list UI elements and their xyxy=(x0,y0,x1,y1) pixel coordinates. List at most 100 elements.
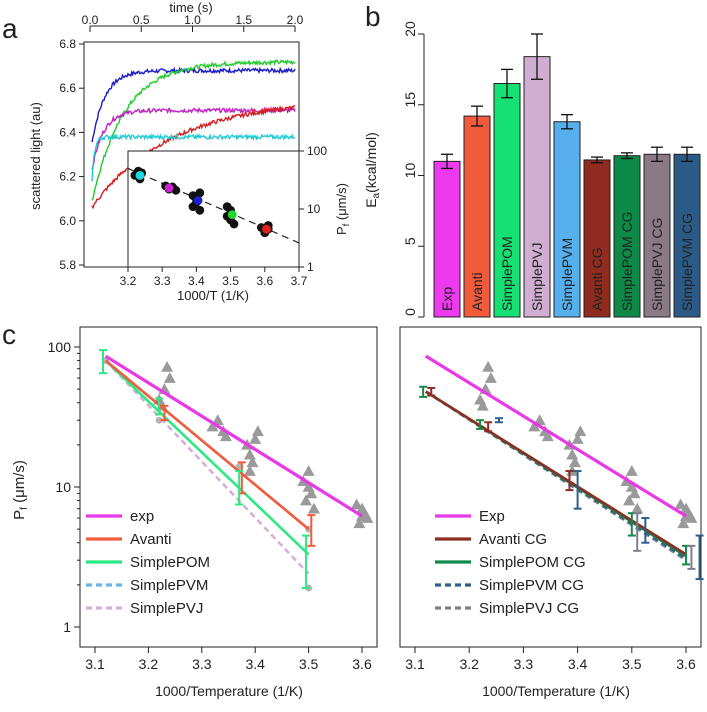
exp-triangle xyxy=(631,502,644,514)
time-tick-label: 1.0 xyxy=(184,13,201,27)
panel-c-left-x-label: 1000/Temperature (1/K) xyxy=(155,683,303,699)
ea-tick-label: 15 xyxy=(402,92,418,108)
sim-point xyxy=(155,416,163,424)
panel-c-right-x-label: 1000/Temperature (1/K) xyxy=(482,683,630,699)
bar-label: SimplePOM CG xyxy=(619,211,635,311)
inset-y-label: Pf (μm/s) xyxy=(334,183,351,235)
inset-x-tick-label: 3.4 xyxy=(188,274,205,288)
exp-triangle xyxy=(299,494,312,506)
bar-avanti-cg xyxy=(583,159,611,318)
ea-tick-label: 10 xyxy=(402,163,418,179)
x-tick-label: 3.2 xyxy=(139,656,159,672)
scattered-light-axis-label: scattered light (au) xyxy=(28,102,43,210)
inset-x-ticks: 3.2 3.3 3.4 3.5 3.6 3.7 xyxy=(120,267,308,288)
exp-triangle xyxy=(302,465,315,476)
trace-cyan xyxy=(91,132,296,182)
exp-triangle xyxy=(476,399,489,411)
panel-label-b: b xyxy=(365,1,381,32)
fit-line-avanti_cg xyxy=(425,390,687,556)
bar-label: SimplePVJ CG xyxy=(649,218,665,311)
time-tick-label: 0.5 xyxy=(133,13,150,27)
x-tick-label: 3.3 xyxy=(192,656,212,672)
legend-label: SimplePVM xyxy=(130,577,208,594)
exp-triangle xyxy=(353,517,366,529)
panel-c-right-legend: Exp Avanti CG SimplePOM CG SimplePVM CG Simp… xyxy=(435,508,586,617)
inset-frame xyxy=(127,150,300,268)
exp-triangle xyxy=(243,465,256,476)
fit-line-exp xyxy=(425,354,687,518)
light-tick-label: 6.4 xyxy=(59,125,76,139)
bar-label: Exp xyxy=(439,287,455,311)
activation-energy-axes: 0 5 10 15 20 xyxy=(402,21,425,318)
exp-triangle xyxy=(541,430,554,442)
legend-label: SimplePVM CG xyxy=(479,577,584,594)
exp-triangle xyxy=(625,481,638,492)
exp-triangle xyxy=(246,456,259,468)
exp-triangle xyxy=(674,498,687,510)
bar-label: SimplePVM CG xyxy=(679,213,695,311)
light-tick-label: 6.2 xyxy=(59,170,76,184)
ea-tick-label: 20 xyxy=(402,21,418,37)
trace-green xyxy=(91,59,296,201)
inset-point xyxy=(188,202,198,211)
bar-label: SimplePVJ xyxy=(529,243,545,311)
exp-triangle xyxy=(566,448,579,460)
inset-x-tick-label: 3.6 xyxy=(256,274,273,288)
panel-c-y-label: Pf (μm/s) xyxy=(11,460,30,520)
exp-triangle xyxy=(206,420,219,432)
exp-triangle xyxy=(528,420,541,432)
fit-line-simplepom xyxy=(104,359,310,556)
panel-c-left-plot: 3.1 3.2 3.3 3.4 3.5 3.6 1 10 100 xyxy=(48,339,374,672)
bar-label: Avanti CG xyxy=(589,247,605,311)
panel-c-left: 3.1 3.2 3.3 3.4 3.5 3.6 1 10 100 exp Avanti Simple… xyxy=(11,326,378,699)
x-tick-label: 3.4 xyxy=(568,656,588,672)
exp-triangle xyxy=(574,425,587,437)
bar-simplepom-cg xyxy=(613,155,641,318)
time-tick-label: 2.0 xyxy=(287,13,304,27)
inset-x-tick-label: 3.5 xyxy=(222,274,239,288)
legend-label: SimplePVJ xyxy=(130,600,203,617)
inset-highlight-point xyxy=(262,224,271,234)
inset-x-tick-label: 3.3 xyxy=(154,274,171,288)
exp-triangle xyxy=(482,360,495,372)
exp-triangle xyxy=(350,498,363,510)
bar-simplepom xyxy=(493,83,521,318)
inset-highlight-point xyxy=(135,170,145,180)
stopped-flow-traces xyxy=(91,59,296,210)
bar-exp xyxy=(433,160,461,318)
activation-energy-axis-label: Ea(kcal/mol) xyxy=(363,132,382,208)
light-tick-label: 6.8 xyxy=(59,37,76,51)
time-tick-label: 1.5 xyxy=(235,13,252,27)
x-tick-label: 3.1 xyxy=(405,656,425,672)
trace-cyan-noise xyxy=(91,135,296,183)
activation-energy-bars: Exp Avanti SimplePOM SimplePVJ SimplePVM Avan… xyxy=(433,33,701,318)
inset-y-tick-label: 10 xyxy=(307,202,321,216)
exp-triangle xyxy=(568,456,581,468)
x-tick-label: 3.1 xyxy=(85,656,105,672)
inset-highlight-point xyxy=(193,196,203,205)
inset-y-tick-label: 100 xyxy=(307,144,327,158)
fit-line-simplepvj xyxy=(104,359,310,575)
exp-triangle xyxy=(163,372,176,383)
panel-label-a: a xyxy=(2,13,18,44)
exp-triangle xyxy=(161,360,174,372)
inset-x-label: 1000/T (1/K) xyxy=(177,288,249,303)
x-tick-label: 3.4 xyxy=(245,656,265,672)
exp-triangle xyxy=(251,425,264,437)
exp-triangle xyxy=(211,414,224,426)
panel-b: 0 5 10 15 20 Exp Avanti SimplePOM SimplePVJ Simp… xyxy=(363,21,701,318)
legend-label: Avanti xyxy=(130,531,171,548)
exp-triangle xyxy=(302,481,315,492)
inset-x-tick-label: 3.2 xyxy=(120,274,137,288)
light-tick-label: 5.8 xyxy=(59,258,76,272)
fit-line-avanti xyxy=(104,359,310,531)
panel-c-right: 3.1 3.2 3.3 3.4 3.5 3.6 Exp Avanti CG SimplePOM… xyxy=(399,326,704,699)
x-tick-label: 3.6 xyxy=(676,656,696,672)
fit-line-exp xyxy=(104,354,363,518)
ea-tick-label: 5 xyxy=(402,237,418,245)
bar-simplepvj xyxy=(523,56,551,318)
exp-triangle xyxy=(243,448,256,460)
bar-label: SimplePVM xyxy=(559,238,575,311)
exp-triangle xyxy=(533,414,546,426)
